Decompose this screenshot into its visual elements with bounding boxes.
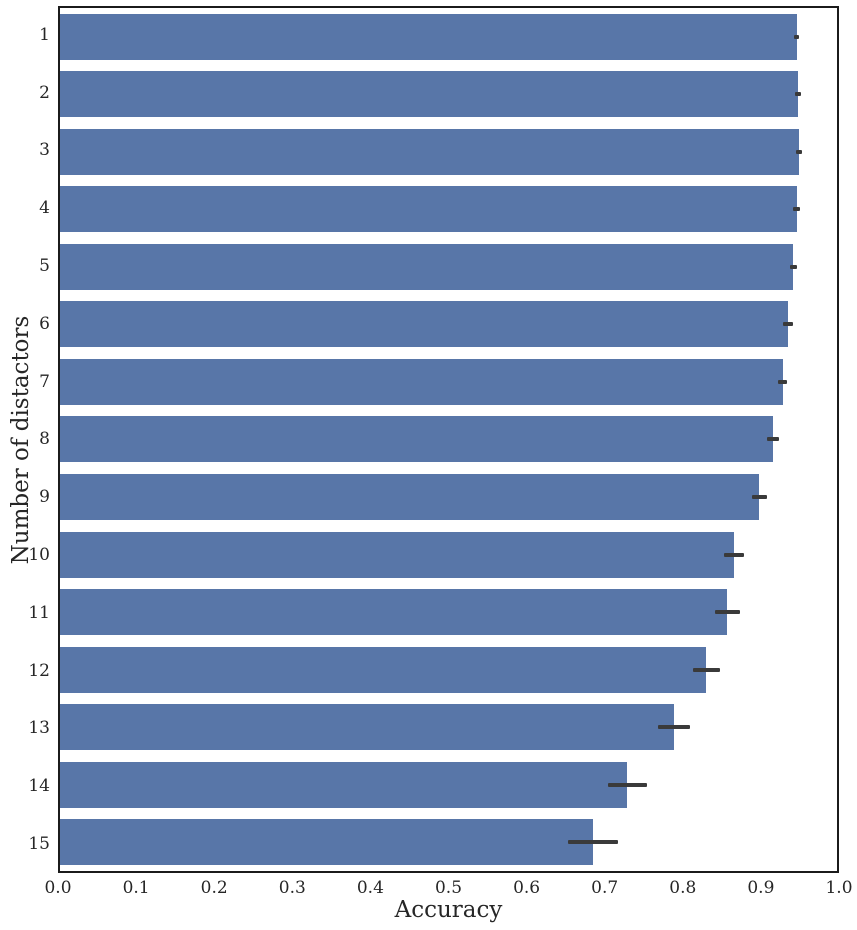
bar-row bbox=[60, 583, 837, 641]
y-tick-label: 13 bbox=[28, 718, 50, 739]
bar-row bbox=[60, 181, 837, 239]
bar bbox=[60, 128, 799, 175]
bar bbox=[60, 186, 797, 233]
x-axis-tick-labels: 0.0 0.1 0.2 0.3 0.4 0.5 0.6 0.7 0.8 0.9 1.0 bbox=[44, 878, 852, 900]
x-tick-label: 0.4 bbox=[356, 878, 384, 898]
bar bbox=[60, 819, 594, 866]
bar bbox=[60, 416, 774, 463]
bar bbox=[60, 646, 707, 693]
error-bar bbox=[751, 495, 768, 500]
error-bar bbox=[568, 840, 618, 845]
error-bar bbox=[693, 667, 720, 672]
x-tick-label: 0.1 bbox=[122, 878, 150, 898]
bar bbox=[60, 761, 628, 808]
error-bar bbox=[793, 207, 800, 212]
x-tick-label: 0.9 bbox=[747, 878, 775, 898]
error-bar bbox=[790, 264, 797, 269]
x-tick-label: 0.0 bbox=[44, 878, 72, 898]
y-tick-label: 9 bbox=[39, 487, 50, 508]
y-tick-label: 7 bbox=[39, 371, 50, 392]
error-bar bbox=[783, 322, 793, 327]
y-tick-label: 1 bbox=[39, 24, 50, 45]
bar-row bbox=[60, 296, 837, 354]
bar-row bbox=[60, 698, 837, 756]
bar-row bbox=[60, 468, 837, 526]
bar bbox=[60, 243, 794, 290]
error-bar bbox=[657, 725, 691, 730]
error-bar bbox=[715, 610, 740, 615]
bar bbox=[60, 301, 789, 348]
y-tick-label: 2 bbox=[39, 82, 50, 103]
y-tick-label: 8 bbox=[39, 429, 50, 450]
y-tick-label: 4 bbox=[39, 198, 50, 219]
x-tick-label: 0.5 bbox=[434, 878, 463, 898]
bar bbox=[60, 704, 674, 751]
bar-row bbox=[60, 411, 837, 469]
x-tick-label: 1.0 bbox=[825, 878, 853, 898]
bar-row bbox=[60, 641, 837, 699]
y-tick-label: 15 bbox=[28, 834, 50, 855]
error-bar bbox=[607, 782, 647, 787]
bar-row bbox=[60, 813, 837, 871]
y-tick-label: 12 bbox=[28, 660, 50, 681]
bar-row bbox=[60, 8, 837, 66]
y-tick-label: 11 bbox=[28, 602, 50, 623]
bar-row bbox=[60, 66, 837, 124]
bar bbox=[60, 358, 783, 405]
error-bar bbox=[795, 149, 803, 154]
x-tick-label: 0.3 bbox=[278, 878, 306, 898]
bar-row bbox=[60, 123, 837, 181]
y-tick-label: 5 bbox=[39, 256, 50, 277]
x-axis-label: Accuracy bbox=[394, 897, 503, 923]
plot-area bbox=[58, 6, 839, 873]
y-tick-label: 10 bbox=[28, 545, 50, 566]
error-bar bbox=[795, 92, 802, 97]
x-tick-label: 0.7 bbox=[591, 878, 619, 898]
error-bar bbox=[777, 379, 788, 384]
x-tick-label: 0.6 bbox=[513, 878, 541, 898]
error-bar bbox=[723, 552, 744, 557]
bar bbox=[60, 589, 728, 636]
bar bbox=[60, 13, 797, 60]
x-tick-label: 0.2 bbox=[200, 878, 228, 898]
bar bbox=[60, 474, 760, 521]
bar-row bbox=[60, 526, 837, 584]
y-tick-label: 14 bbox=[28, 776, 50, 797]
bars-container bbox=[60, 8, 837, 871]
y-tick-label: 6 bbox=[39, 313, 50, 334]
x-tick-label: 0.8 bbox=[669, 878, 697, 898]
y-tick-label: 3 bbox=[39, 140, 50, 161]
bar-row bbox=[60, 238, 837, 296]
y-axis-tick-labels: 1 2 3 4 5 6 7 8 9 10 11 12 13 14 15 bbox=[0, 6, 50, 873]
bar-row bbox=[60, 756, 837, 814]
error-bar bbox=[767, 437, 780, 442]
bar bbox=[60, 71, 799, 118]
bar bbox=[60, 531, 734, 578]
bar-row bbox=[60, 353, 837, 411]
error-bar bbox=[794, 34, 800, 39]
